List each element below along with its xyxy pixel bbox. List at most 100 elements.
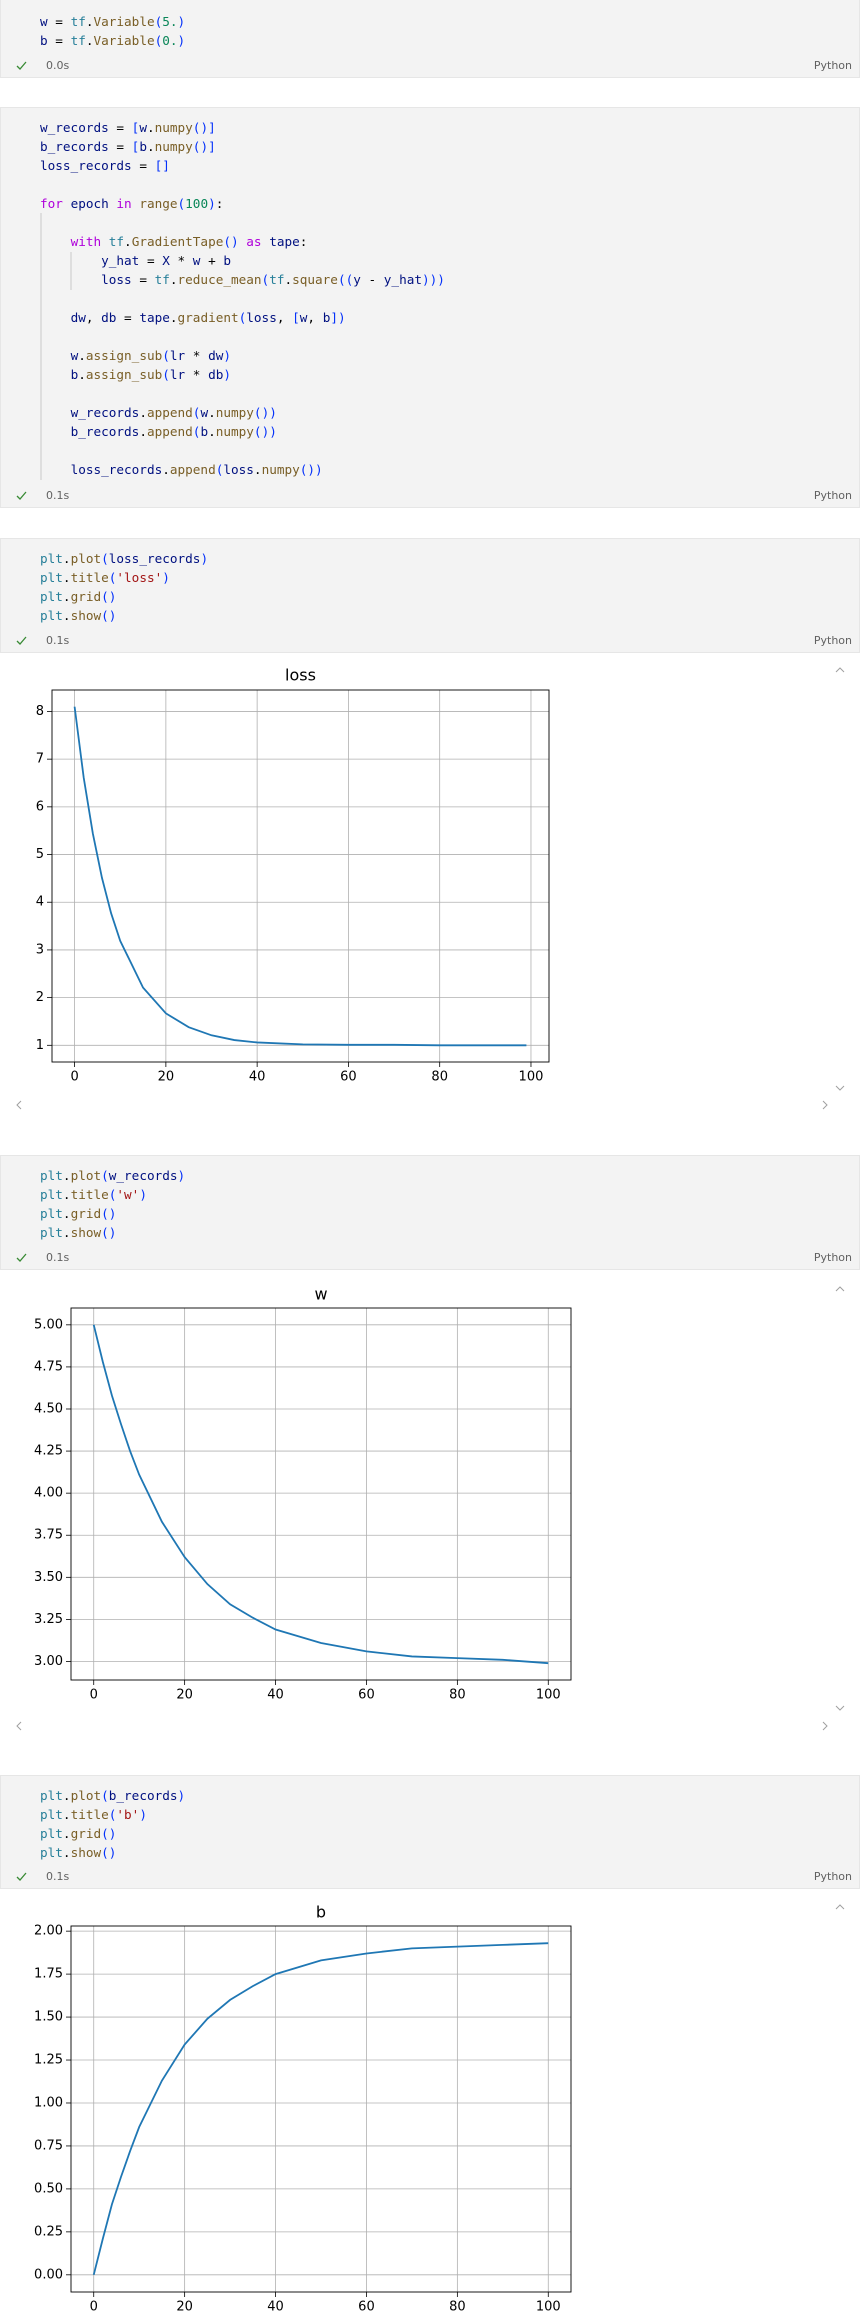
code-token: ) xyxy=(262,405,270,420)
code-cell: w_records = [w.numpy()]b_records = [b.nu… xyxy=(0,107,860,508)
y-tick-label: 1 xyxy=(36,1038,44,1053)
code-token xyxy=(361,272,369,287)
code-token: Variable xyxy=(93,14,154,29)
chart-title: b xyxy=(316,1903,326,1922)
y-tick-label: 3.25 xyxy=(34,1612,63,1627)
code-token: . xyxy=(78,367,86,382)
code-token: = xyxy=(124,310,132,325)
y-tick-label: 4.25 xyxy=(34,1444,63,1459)
code-token: ( xyxy=(162,348,170,363)
code-cell: w = tf.Variable(5.) b = tf.Variable(0.) 0.… xyxy=(0,0,860,78)
scroll-down[interactable] xyxy=(835,1085,845,1091)
code-line: loss_records = [] xyxy=(40,158,170,173)
code-token: . xyxy=(63,1788,71,1803)
code-token: tf xyxy=(155,272,170,287)
x-tick-label: 100 xyxy=(536,2300,561,2315)
code-token: X xyxy=(162,253,170,268)
code-token: append xyxy=(170,462,216,477)
x-tick-label: 60 xyxy=(358,2300,375,2315)
y-tick-label: 1.75 xyxy=(34,1967,63,1982)
code-token: 'loss' xyxy=(116,570,162,585)
code-token: = xyxy=(147,253,155,268)
cell-language: Python xyxy=(814,1870,852,1883)
scroll-up[interactable] xyxy=(835,1904,845,1910)
scroll-right[interactable] xyxy=(822,1721,828,1731)
code-token: w xyxy=(71,348,79,363)
scroll-up[interactable] xyxy=(835,667,845,673)
code-token: ( xyxy=(109,570,117,585)
code-token: = xyxy=(55,33,63,48)
code-token: . xyxy=(208,405,216,420)
code-line: b_records.append(b.numpy()) xyxy=(40,424,277,439)
code-token: plot xyxy=(71,1168,102,1183)
code-token: b_records xyxy=(40,139,109,154)
code-token: ) xyxy=(139,1187,147,1202)
code-token: ( xyxy=(346,272,354,287)
code-token: . xyxy=(284,272,292,287)
code-token: ( xyxy=(101,1788,109,1803)
code-token: w xyxy=(193,253,201,268)
scroll-right[interactable] xyxy=(822,1100,828,1110)
code-token: 5. xyxy=(162,14,177,29)
code-token: ( xyxy=(101,608,109,623)
scroll-up[interactable] xyxy=(835,1286,845,1292)
code-token: numpy xyxy=(155,120,194,135)
code-cell: plt.plot(b_records)plt.title('b')plt.gri… xyxy=(0,1775,860,1889)
x-tick-label: 40 xyxy=(267,1688,284,1703)
code-token: ) xyxy=(109,1845,117,1860)
code-token: w xyxy=(300,310,308,325)
code-token: range xyxy=(139,196,177,211)
x-tick-label: 80 xyxy=(431,1070,448,1085)
code-token: . xyxy=(86,33,94,48)
scroll-left[interactable] xyxy=(16,1721,22,1731)
code-token: : xyxy=(300,234,308,249)
code-token: ( xyxy=(101,551,109,566)
code-token xyxy=(200,367,208,382)
execution-time: 0.0s xyxy=(46,59,69,72)
code-token: ( xyxy=(254,424,262,439)
scroll-down[interactable] xyxy=(835,1705,845,1711)
code-token: numpy xyxy=(262,462,301,477)
code-token: ) xyxy=(307,462,315,477)
cell-background xyxy=(0,1775,860,1889)
code-token: . xyxy=(254,462,262,477)
scroll-left[interactable] xyxy=(16,1100,22,1110)
chart: b 0 20 40 60 80 100 0.00 0.25 0.50 0.75 1.00 1.25 1.5… xyxy=(34,1903,572,2315)
code-line: plt.show() xyxy=(40,1225,116,1240)
plot-frame xyxy=(51,689,550,1063)
code-token: assign_sub xyxy=(86,367,162,382)
code-token: . xyxy=(63,589,71,604)
code-line: for epoch in range(100): xyxy=(40,196,223,211)
code-token: tf xyxy=(109,234,124,249)
code-token: , xyxy=(307,310,315,325)
code-token xyxy=(63,33,71,48)
code-token: w_records xyxy=(71,405,140,420)
code-token: loss xyxy=(101,272,132,287)
code-token: ( xyxy=(193,120,201,135)
code-token xyxy=(109,139,117,154)
code-line: w = tf.Variable(5.) xyxy=(40,14,185,29)
code-token: . xyxy=(63,1807,71,1822)
success-check xyxy=(16,1253,27,1262)
code-token: ( xyxy=(101,1225,109,1240)
code-token: . xyxy=(124,234,132,249)
y-tick-label: 2.00 xyxy=(34,1924,63,1939)
success-check xyxy=(16,491,27,500)
code-token: ] xyxy=(162,158,170,173)
code-token: square xyxy=(292,272,338,287)
plot-frame xyxy=(70,1307,572,1681)
code-token: tf xyxy=(71,33,86,48)
code-token: plt xyxy=(40,570,63,585)
code-token xyxy=(147,272,155,287)
code-token: loss xyxy=(246,310,277,325)
code-line: loss_records.append(loss.numpy()) xyxy=(40,462,323,477)
code-cell: plt.plot(w_records)plt.title('w')plt.gri… xyxy=(0,1155,860,1270)
execution-time: 0.1s xyxy=(46,1870,69,1883)
y-tick-label: 0.50 xyxy=(34,2181,63,2196)
code-token: show xyxy=(71,1225,102,1240)
line-series xyxy=(73,706,527,1047)
cells: w = tf.Variable(5.)b = tf.Variable(0.)0.… xyxy=(0,0,860,1889)
chart-title: loss xyxy=(285,666,316,685)
y-tick-label: 7 xyxy=(36,752,44,767)
code-line: b = tf.Variable(0.) xyxy=(40,33,185,48)
